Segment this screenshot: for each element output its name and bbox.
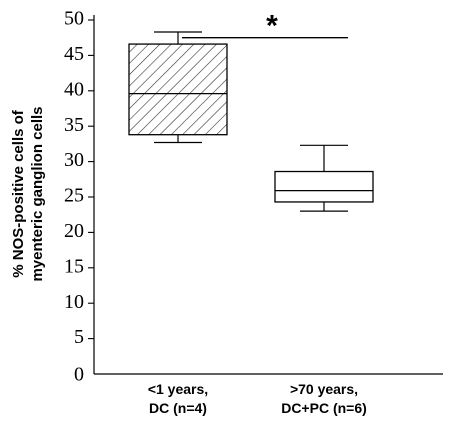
x-category-label: <1 years, bbox=[148, 381, 208, 397]
box-2 bbox=[274, 144, 374, 212]
box-iqr bbox=[128, 43, 228, 136]
y-tick-label: 45 bbox=[64, 43, 84, 65]
x-category-label: DC (n=4) bbox=[149, 400, 207, 416]
y-tick-label: 25 bbox=[64, 185, 84, 207]
y-tick-label: 50 bbox=[64, 8, 84, 30]
axes bbox=[93, 15, 443, 375]
box-1 bbox=[128, 31, 228, 144]
y-tick-label: 0 bbox=[74, 364, 84, 386]
y-tick-label: 35 bbox=[64, 114, 84, 136]
y-tick-label: 5 bbox=[74, 326, 84, 348]
y-axis-label-line: myenteric ganglion cells bbox=[29, 106, 46, 281]
significance-annotation: * bbox=[182, 10, 348, 43]
x-category-label: >70 years, bbox=[290, 381, 358, 397]
significance-star: * bbox=[266, 10, 278, 43]
box-series bbox=[128, 31, 374, 212]
x-category-label: DC+PC (n=6) bbox=[281, 400, 367, 416]
y-axis-label: % NOS-positive cells of myenteric ganglio… bbox=[10, 106, 46, 281]
y-axis-label-line: % NOS-positive cells of bbox=[10, 109, 27, 278]
y-tick-label: 20 bbox=[64, 220, 84, 242]
y-ticks: 0 5 10 15 20 25 30 35 40 45 50 bbox=[64, 8, 94, 386]
y-tick-label: 15 bbox=[64, 255, 84, 277]
box-iqr bbox=[274, 170, 374, 203]
x-category-labels: <1 years, DC (n=4) >70 years, DC+PC (n=6) bbox=[148, 381, 367, 416]
y-tick-label: 10 bbox=[64, 291, 84, 313]
y-tick-label: 40 bbox=[64, 78, 84, 100]
y-tick-label: 30 bbox=[64, 149, 84, 171]
